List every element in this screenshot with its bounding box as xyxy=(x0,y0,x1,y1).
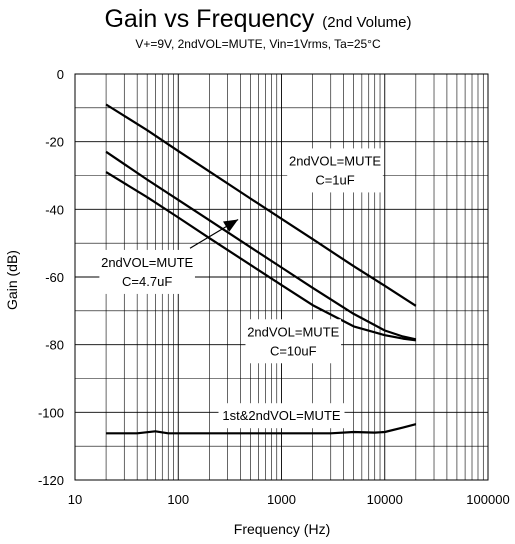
annotation-box xyxy=(245,319,342,364)
y-tick-label: -120 xyxy=(38,473,64,488)
annotation-arrow-head xyxy=(223,219,239,232)
y-tick-label: -40 xyxy=(45,202,64,217)
y-axis-label: Gain (dB) xyxy=(4,250,20,310)
series-line-4 xyxy=(106,423,417,435)
series-lines xyxy=(105,103,417,435)
chart-title: Gain vs Frequency (2nd Volume) xyxy=(104,5,411,33)
y-tick-label: -20 xyxy=(45,135,64,150)
annotation-label: C=4.7uF xyxy=(122,274,172,289)
y-tick-label: 0 xyxy=(57,67,64,82)
x-tick-label: 10 xyxy=(68,492,82,507)
annotation-label: 2ndVOL=MUTE xyxy=(247,324,339,339)
x-tick-label: 1000 xyxy=(267,492,296,507)
x-axis-label: Frequency (Hz) xyxy=(234,521,330,537)
annotation-label: 2ndVOL=MUTE xyxy=(289,153,381,168)
y-tick-label: -80 xyxy=(45,338,64,353)
y-tick-label: -100 xyxy=(38,405,64,420)
tick-labels: 10 100 1000 10000 100000 0 -20 -40 -60 -80 -100 -12… xyxy=(38,67,510,507)
annotations: 2ndVOL=MUTE C=1uF 2ndVOL=MUTE C=4.7uF 2ndVOL… xyxy=(99,148,383,429)
plot-frame xyxy=(74,73,489,481)
annotation-label: C=10uF xyxy=(270,343,317,358)
y-tick-label: -60 xyxy=(45,270,64,285)
annotation-box xyxy=(218,403,345,429)
annotation-box xyxy=(99,249,195,294)
series-line-3 xyxy=(105,171,416,342)
x-tick-label: 100000 xyxy=(466,492,509,507)
annotation-box xyxy=(287,148,383,193)
annotation-label: C=1uF xyxy=(315,172,354,187)
annotation-label: 2ndVOL=MUTE xyxy=(101,255,193,270)
chart-subtitle: V+=9V, 2ndVOL=MUTE, Vin=1Vrms, Ta=25°C xyxy=(135,37,381,51)
annotation-label: 1st&2ndVOL=MUTE xyxy=(222,408,340,423)
x-tick-label: 100 xyxy=(167,492,189,507)
series-line-1 xyxy=(105,103,417,307)
series-line-2 xyxy=(105,150,417,341)
x-tick-label: 10000 xyxy=(367,492,403,507)
